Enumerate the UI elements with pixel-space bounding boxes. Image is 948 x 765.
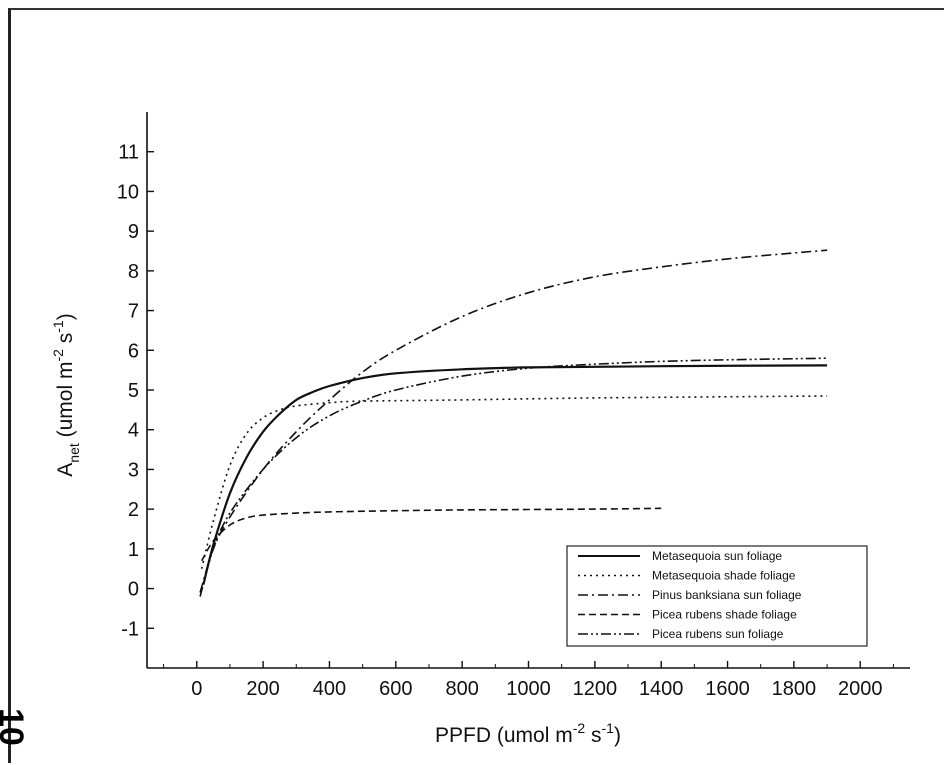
x-tick-label: 1600 [705,678,750,700]
x-tick-label: 0 [191,678,202,700]
x-tick-label: 200 [246,678,279,700]
page-number: 10 [0,708,30,746]
y-tick-label: -1 [121,618,139,640]
legend-label-picea-rubens-sun-foliage: Picea rubens sun foliage [652,627,784,641]
y-tick-label: 5 [128,380,139,402]
y-axis-title: Anet (umol m-2 s-1) [50,313,82,476]
x-tick-label: 2000 [838,678,883,700]
y-tick-label: 11 [118,142,139,164]
legend-label-metasequoia-sun-foliage: Metasequoia sun foliage [652,549,782,563]
y-tick-label: 8 [128,261,139,283]
y-tick-label: 3 [128,459,139,481]
legend-box [566,545,868,647]
x-tick-label: 400 [313,678,346,700]
legend: Metasequoia sun foliage Metasequoia shade… [566,545,868,647]
series-line-picea-rubens-shade-foliage [201,507,662,562]
legend-label-metasequoia-shade-foliage: Metasequoia shade foliage [652,569,796,583]
y-tick-label: 10 [117,181,139,203]
x-tick-label: 800 [445,678,478,700]
series-line-pinus-banksiana-sun-foliage [199,249,828,593]
series-line-picea-rubens-sun-foliage [199,357,828,597]
x-axis-title: PPFD (umol m-2 s-1) [435,720,621,747]
y-tick-label: 0 [128,579,139,601]
legend-label-picea-rubens-shade-foliage: Picea rubens shade foliage [652,608,797,622]
y-tick-label: 9 [128,221,139,243]
series-line-metasequoia-shade-foliage [200,395,828,569]
x-tick-label: 600 [379,678,412,700]
x-tick-label: 1800 [772,678,817,700]
ticks-layer: 0 200 400 600 800 1000 1200 1400 1600 1800 2000 -1 0… [117,142,894,700]
x-tick-label: 1000 [506,678,551,700]
x-tick-label: 1200 [573,678,618,700]
series-layer [199,249,828,597]
y-tick-label: 2 [128,499,139,521]
legend-label-pinus-banksiana-sun-foliage: Pinus banksiana sun foliage [652,588,802,602]
y-tick-label: 7 [128,301,139,323]
y-tick-label: 6 [128,340,139,362]
page-frame [8,8,944,763]
y-tick-label: 1 [128,539,139,561]
x-tick-label: 1400 [639,678,684,700]
y-tick-label: 4 [128,420,139,442]
